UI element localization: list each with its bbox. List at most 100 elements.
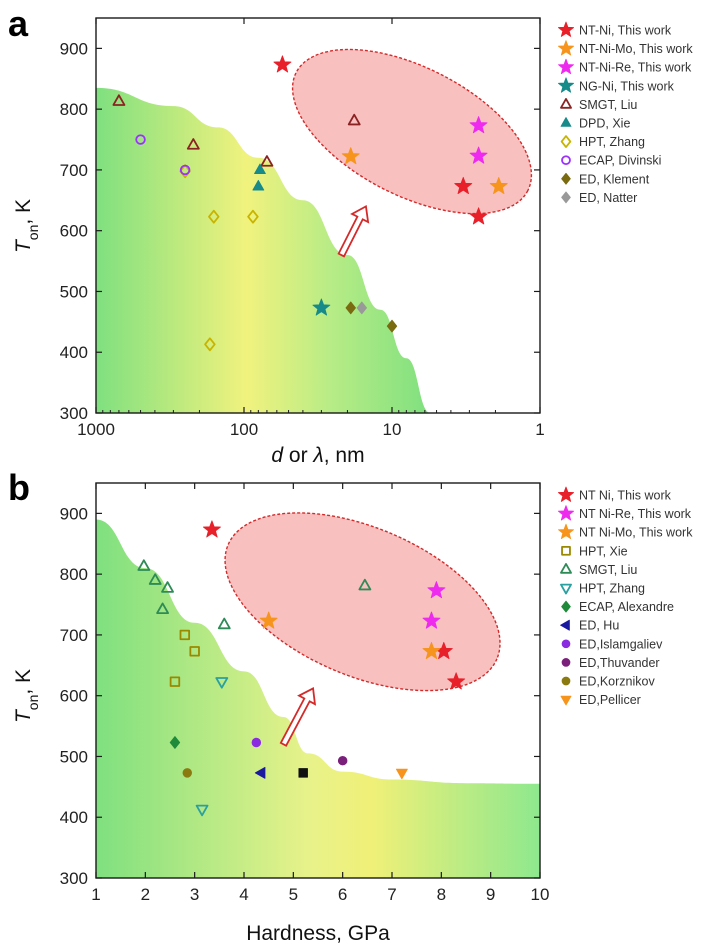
data-point-ed-islamgaliev [251, 737, 262, 748]
legend-marker-ed-klement [561, 172, 571, 185]
data-points [137, 520, 466, 817]
legend-label-nt-ni-this-work: NT Ni, This work [579, 489, 672, 503]
y-tick-label: 700 [60, 161, 88, 180]
legend-label-hpt-zhang: HPT, Zhang [579, 135, 645, 149]
legend-label-ed-korznikov: ED,Korznikov [579, 675, 655, 689]
y-axis-label-unit: , K [12, 199, 35, 225]
data-point-smgt-liu [260, 155, 274, 167]
legend-label-ed-klement: ED, Klement [579, 172, 650, 186]
data-point-ed-korznikov [182, 768, 192, 778]
data-point-ed-hu [254, 766, 266, 779]
y-axis-label: Ton, K [12, 669, 41, 723]
legend-marker-nt-ni-mo-this-work [557, 40, 575, 56]
data-point-nt-ni-this-work [273, 55, 292, 73]
data-point-nt-ni-mo-this-work [341, 147, 360, 165]
legend-marker-ecap-alexandre [561, 600, 571, 613]
legend-label-smgt-liu: SMGT, Liu [579, 98, 637, 112]
x-tick-label: 100 [230, 420, 258, 439]
legend: NT Ni, This work NT Ni-Re, This work NT Ni… [557, 486, 693, 707]
x-tick-label: 1 [535, 420, 544, 439]
x-tick-label: 5 [289, 885, 298, 904]
legend-marker-ed-natter [561, 191, 571, 204]
legend-marker-ng-ni-this-work [557, 77, 575, 93]
x-axis-label-greek: λ [312, 444, 323, 467]
data-point-dpd-xie [252, 179, 265, 191]
x-tick-label: 1000 [77, 420, 115, 439]
x-tick-label: 1 [91, 885, 100, 904]
legend-label-nt-ni-re-this-work: NT Ni-Re, This work [579, 507, 692, 521]
data-point-nt-ni-re-this-work [469, 116, 488, 134]
data-point-unlabeled [298, 768, 308, 778]
data-point-ed-pellicer [395, 768, 408, 780]
panel-b-label: b [8, 467, 30, 508]
shaded-region [96, 87, 431, 413]
legend-label-ecap-alexandre: ECAP, Alexandre [579, 600, 674, 614]
data-point-ecap-alexandre [169, 736, 181, 749]
data-points [112, 55, 508, 352]
data-point-ed-klement [345, 301, 356, 315]
y-tick-label: 600 [60, 222, 88, 241]
legend-marker-dpd-xie [560, 117, 572, 127]
y-tick-label: 900 [60, 39, 88, 58]
boundary-region [96, 87, 431, 413]
data-point-ed-thuvander [337, 755, 348, 766]
y-axis-label-sub: on [25, 695, 41, 711]
data-point-nt-ni-re-this-work [469, 146, 488, 164]
x-axis-label-text: Hardness, GPa [246, 922, 390, 945]
data-point-smgt-liu [112, 94, 126, 106]
x-tick-label: 6 [338, 885, 347, 904]
data-point-nt-ni-re-this-work [422, 611, 441, 629]
legend: NT-Ni, This work NT-Ni-Mo, This work NT-Ni… [557, 21, 693, 205]
y-axis-label-main: T [12, 708, 35, 723]
y-tick-label: 800 [60, 100, 88, 119]
y-tick-label: 300 [60, 404, 88, 423]
highlight-ellipse [291, 48, 533, 215]
legend-label-nt-ni-mo-this-work: NT Ni-Mo, This work [579, 526, 693, 540]
legend-label-ed-hu: ED, Hu [579, 619, 619, 633]
legend-marker-nt-ni-mo-this-work [557, 523, 575, 540]
y-tick-label: 500 [60, 282, 88, 301]
data-point-smgt-liu [148, 573, 162, 585]
legend-marker-ed-islamgaliev [561, 639, 571, 649]
x-tick-label: 3 [190, 885, 199, 904]
data-point-nt-ni-this-work [469, 207, 488, 225]
legend-marker-nt-ni-re-this-work [557, 58, 575, 75]
data-point-hpt-xie [169, 676, 181, 687]
data-point-smgt-liu [347, 113, 361, 126]
legend-marker-ed-hu [560, 619, 570, 631]
data-point-nt-ni-mo-this-work [489, 176, 508, 195]
svg-text:d or λ, nm: d or λ, nm [271, 444, 364, 467]
legend-label-dpd-xie: DPD, Xie [579, 117, 630, 131]
svg-text:Ton, K: Ton, K [12, 669, 41, 723]
y-axis-label-main: T [12, 238, 35, 253]
x-axis-label-middle: or [283, 444, 313, 467]
axis-ticks: 1000 100 10 1 300 400 500 600 700 800 900 [60, 18, 545, 439]
x-tick-label: 8 [437, 885, 446, 904]
legend-marker-hpt-zhang [560, 583, 572, 595]
legend-label-hpt-zhang: HPT, Zhang [579, 582, 645, 596]
legend-marker-ed-pellicer [560, 695, 572, 706]
plot-frame [95, 17, 541, 414]
x-tick-label: 4 [239, 885, 248, 904]
data-point-smgt-liu [137, 559, 151, 571]
data-point-hpt-zhang [208, 209, 220, 224]
data-point-hpt-zhang [195, 804, 209, 817]
data-point-hpt-zhang [247, 209, 259, 224]
legend-marker-ed-korznikov [561, 676, 571, 686]
y-axis-label: Ton, K [12, 199, 41, 253]
legend-label-ed-natter: ED, Natter [579, 191, 637, 205]
legend-marker-nt-ni-this-work [557, 486, 575, 502]
y-tick-label: 600 [60, 687, 88, 706]
x-tick-label: 10 [383, 420, 402, 439]
legend-marker-hpt-zhang [560, 135, 572, 148]
data-point-smgt-liu [217, 617, 231, 630]
plot-frame [95, 482, 541, 879]
legend-label-ed-islamgaliev: ED,Islamgaliev [579, 637, 663, 651]
data-point-smgt-liu [161, 581, 174, 593]
data-point-nt-ni-this-work [454, 176, 473, 195]
panel-a: a 1000 100 10 1 300 400 500 600 700 800 900 NT-Ni,… [8, 3, 693, 467]
arrow-icon [337, 204, 370, 258]
data-point-ecap-divinski [179, 164, 191, 176]
svg-text:Ton, K: Ton, K [12, 199, 41, 253]
